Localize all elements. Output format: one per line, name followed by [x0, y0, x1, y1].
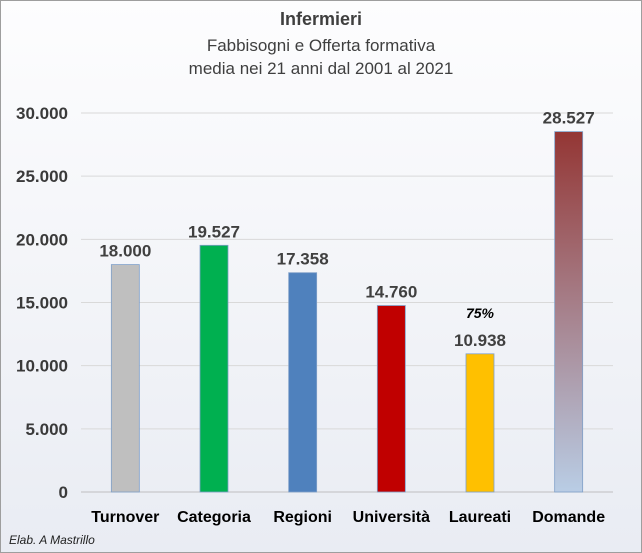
y-tick-label: 0	[59, 483, 68, 502]
bar-regioni	[288, 272, 318, 493]
x-tick-label-laureati: Laureati	[449, 509, 511, 526]
gridlines	[81, 112, 613, 493]
data-label-categoria: 19.527	[188, 222, 240, 241]
data-label-universita: 14.760	[365, 283, 417, 302]
y-tick-label: 10.000	[16, 357, 68, 376]
x-tick-label-domande: Domande	[532, 509, 605, 526]
chart-subtitle-line-1: Fabbisogni e Offerta formativa	[207, 36, 436, 55]
y-tick-label: 15.000	[16, 294, 68, 313]
y-tick-label: 25.000	[16, 167, 68, 186]
x-axis: Turnover Categoria Regioni Università Laurea…	[91, 509, 605, 526]
y-tick-label: 20.000	[16, 230, 68, 249]
bar-universita	[376, 305, 406, 493]
x-tick-label-categoria: Categoria	[177, 509, 251, 526]
data-label-turnover: 18.000	[99, 242, 151, 261]
percentage-annotation: 75%	[466, 305, 495, 321]
x-tick-label-regioni: Regioni	[273, 509, 332, 526]
y-tick-label: 5.000	[25, 420, 68, 439]
data-label-regioni: 17.358	[277, 250, 329, 269]
bar-laureati	[465, 353, 495, 493]
chart-subtitle-line-2: media nei 21 anni dal 2001 al 2021	[189, 59, 454, 78]
bar-categoria	[199, 244, 229, 493]
bar-turnover	[110, 264, 140, 493]
y-tick-label: 30.000	[16, 104, 68, 123]
data-label-domande: 28.527	[543, 109, 595, 128]
bars	[110, 131, 584, 493]
bar-domande	[554, 131, 584, 493]
data-labels: 18.000 19.527 17.358 14.760 10.938 28.527	[99, 109, 594, 350]
credit-text: Elab. A Mastrillo	[9, 533, 95, 547]
x-tick-label-turnover: Turnover	[91, 509, 159, 526]
x-tick-label-universita: Università	[353, 509, 430, 526]
y-axis: 0 5.000 10.000 15.000 20.000 25.000 30.000	[16, 104, 68, 502]
data-label-laureati: 10.938	[454, 331, 506, 350]
chart-title: Infermieri	[280, 9, 362, 29]
